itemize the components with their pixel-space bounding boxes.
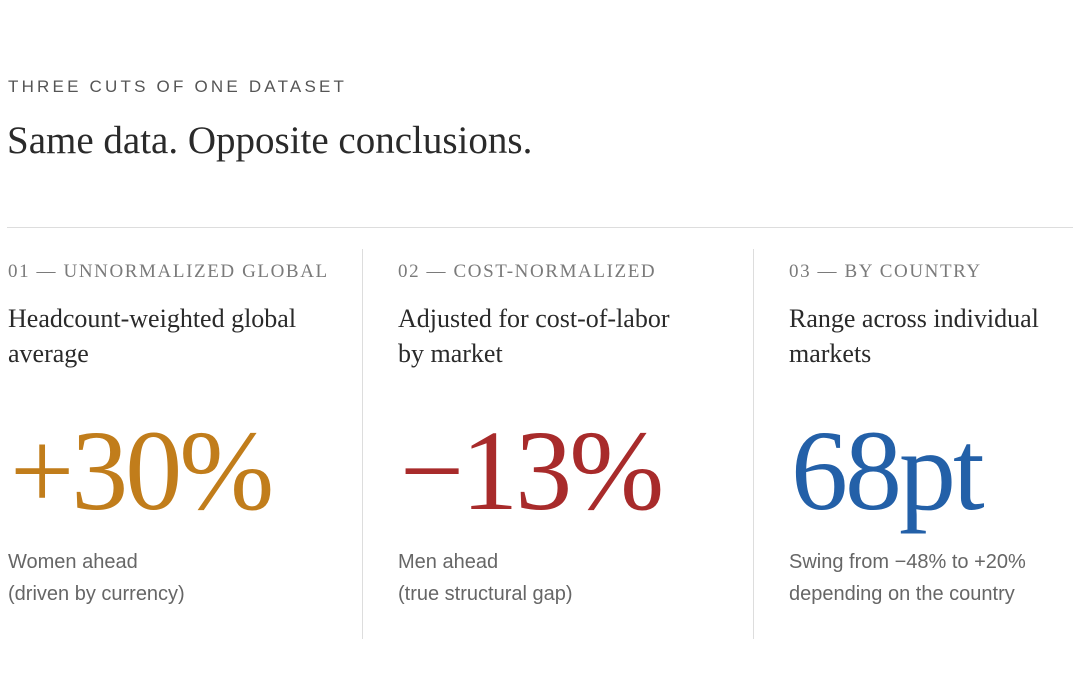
card-caption: Swing from −48% to +20% depending on the… (789, 546, 1026, 610)
card-subtitle: Headcount-weighted global average (8, 304, 297, 368)
card-caption: Men ahead (true structural gap) (398, 546, 573, 610)
card-subtitle: Adjusted for cost-of-labor by market (398, 304, 670, 368)
card-unnormalized-global: 01 — UNNORMALIZED GLOBAL Headcount-weigh… (0, 249, 362, 639)
card-subtitle: Range across individual markets (789, 304, 1039, 368)
caption-line: Women ahead (8, 551, 138, 573)
card-cost-normalized: 02 — COST-NORMALIZED Adjusted for cost-o… (362, 249, 753, 639)
card-figure: +30% (10, 407, 274, 534)
caption-line: Men ahead (398, 551, 499, 573)
card-kicker: 03 — BY COUNTRY (789, 261, 982, 282)
card-by-country: 03 — BY COUNTRY Range across individual … (753, 249, 1080, 639)
card-caption: Women ahead (driven by currency) (8, 546, 185, 610)
card-kicker: 01 — UNNORMALIZED GLOBAL (8, 261, 329, 282)
divider-rule (7, 227, 1073, 228)
caption-line: (true structural gap) (398, 583, 573, 605)
caption-line: Swing from −48% to +20% (789, 551, 1026, 573)
page-headline: Same data. Opposite conclusions. (7, 119, 533, 162)
eyebrow-label: THREE CUTS OF ONE DATASET (8, 77, 348, 96)
caption-line: depending on the country (789, 583, 1015, 605)
card-figure: 68pt (791, 407, 985, 534)
card-kicker: 02 — COST-NORMALIZED (398, 261, 657, 282)
caption-line: (driven by currency) (8, 583, 185, 605)
card-figure: −13% (400, 407, 664, 534)
